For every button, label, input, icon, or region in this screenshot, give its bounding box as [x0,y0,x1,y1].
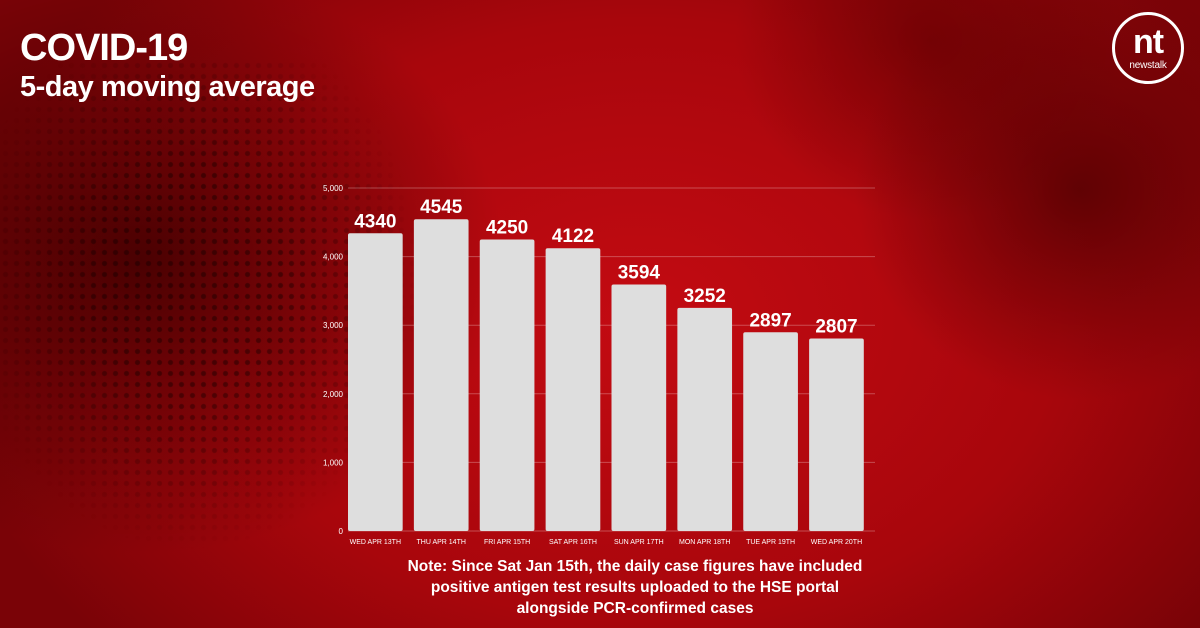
x-tick-label: SAT APR 16TH [549,539,597,546]
y-tick-label: 3,000 [323,321,344,330]
bar [479,239,535,531]
bar [611,284,667,531]
y-tick-label: 0 [339,527,344,536]
bar [677,307,733,531]
bar-value-label: 3594 [618,262,661,283]
y-tick-label: 5,000 [323,184,344,193]
bar [743,332,798,531]
y-axis-ticks: 0 1,000 2,000 3,000 4,000 5,000 [323,184,344,536]
x-axis-ticks: WED APR 13TH THU APR 14TH FRI APR 15TH SAT … [350,539,862,546]
y-tick-label: 2,000 [323,390,344,399]
page-subtitle: 5-day moving average [20,71,315,103]
footnote-line-2: positive antigen test results uploaded t… [430,579,840,596]
footnote: Note: Since Sat Jan 15th, the daily case… [370,556,900,619]
bar-value-label: 2897 [749,310,791,331]
bar [348,233,403,531]
x-tick-label: SUN APR 17TH [614,539,664,546]
footnote-line-1: Note: Since Sat Jan 15th, the daily case… [407,558,863,575]
bar-value-label: 3252 [684,286,726,307]
page-title: COVID-19 [20,27,188,69]
bar [809,338,864,531]
logo-mark: nt [1132,23,1164,61]
bars [348,219,864,531]
x-tick-label: WED APR 13TH [350,539,401,546]
y-tick-label: 1,000 [323,458,344,467]
x-tick-label: FRI APR 15TH [484,539,530,546]
x-tick-label: TUE APR 19TH [746,539,795,546]
x-tick-label: THU APR 14TH [417,539,466,546]
bar-value-label: 4122 [552,226,594,247]
y-tick-label: 4,000 [323,253,344,262]
bar [413,219,469,531]
bar [545,248,601,531]
bar-value-label: 4545 [420,197,463,218]
x-tick-label: MON APR 18TH [679,539,730,546]
bar-value-label: 4250 [486,217,528,238]
footnote-line-3: alongside PCR-confirmed cases [516,600,754,617]
bar-value-label: 2807 [815,316,857,337]
newstalk-logo: nt newstalk [1112,12,1184,84]
x-tick-label: WED APR 20TH [811,539,862,546]
bar-value-label: 4340 [354,211,396,232]
logo-wordmark: newstalk [1129,60,1167,71]
bar-value-labels: 4340 4545 4250 4122 3594 3252 2897 2807 [354,197,857,337]
